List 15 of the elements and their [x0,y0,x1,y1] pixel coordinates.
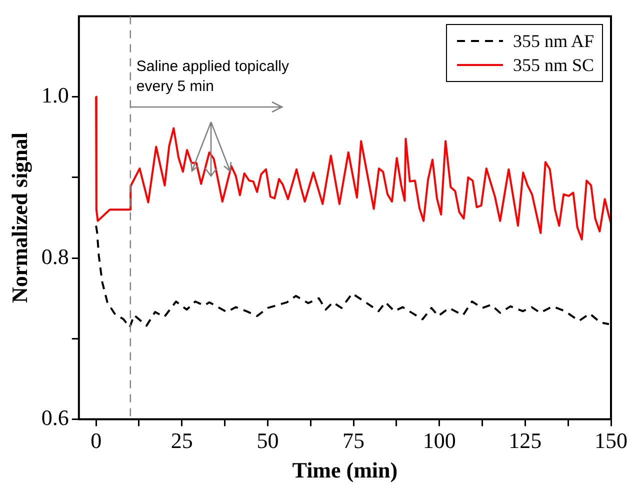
x-tick-label: 100 [422,428,456,454]
x-axis-title: Time (min) [292,457,398,482]
x-tick-label: 125 [508,428,542,454]
y-tick-label: 0.6 [41,404,69,430]
x-tick-label: 150 [594,428,628,454]
x-tick-label: 25 [170,428,193,454]
legend-label: 355 nm AF [512,30,594,54]
legend-label: 355 nm SC [512,54,594,78]
y-tick-label: 1.0 [41,82,69,108]
y-tick-label: 0.8 [41,244,69,269]
x-tick-label: 0 [90,428,102,454]
x-tick-label: 50 [256,428,279,454]
x-tick-label: 75 [342,428,365,454]
annotation: Saline applied topically every 5 min [136,56,290,96]
y-axis-title: Normalized signal [6,132,32,303]
